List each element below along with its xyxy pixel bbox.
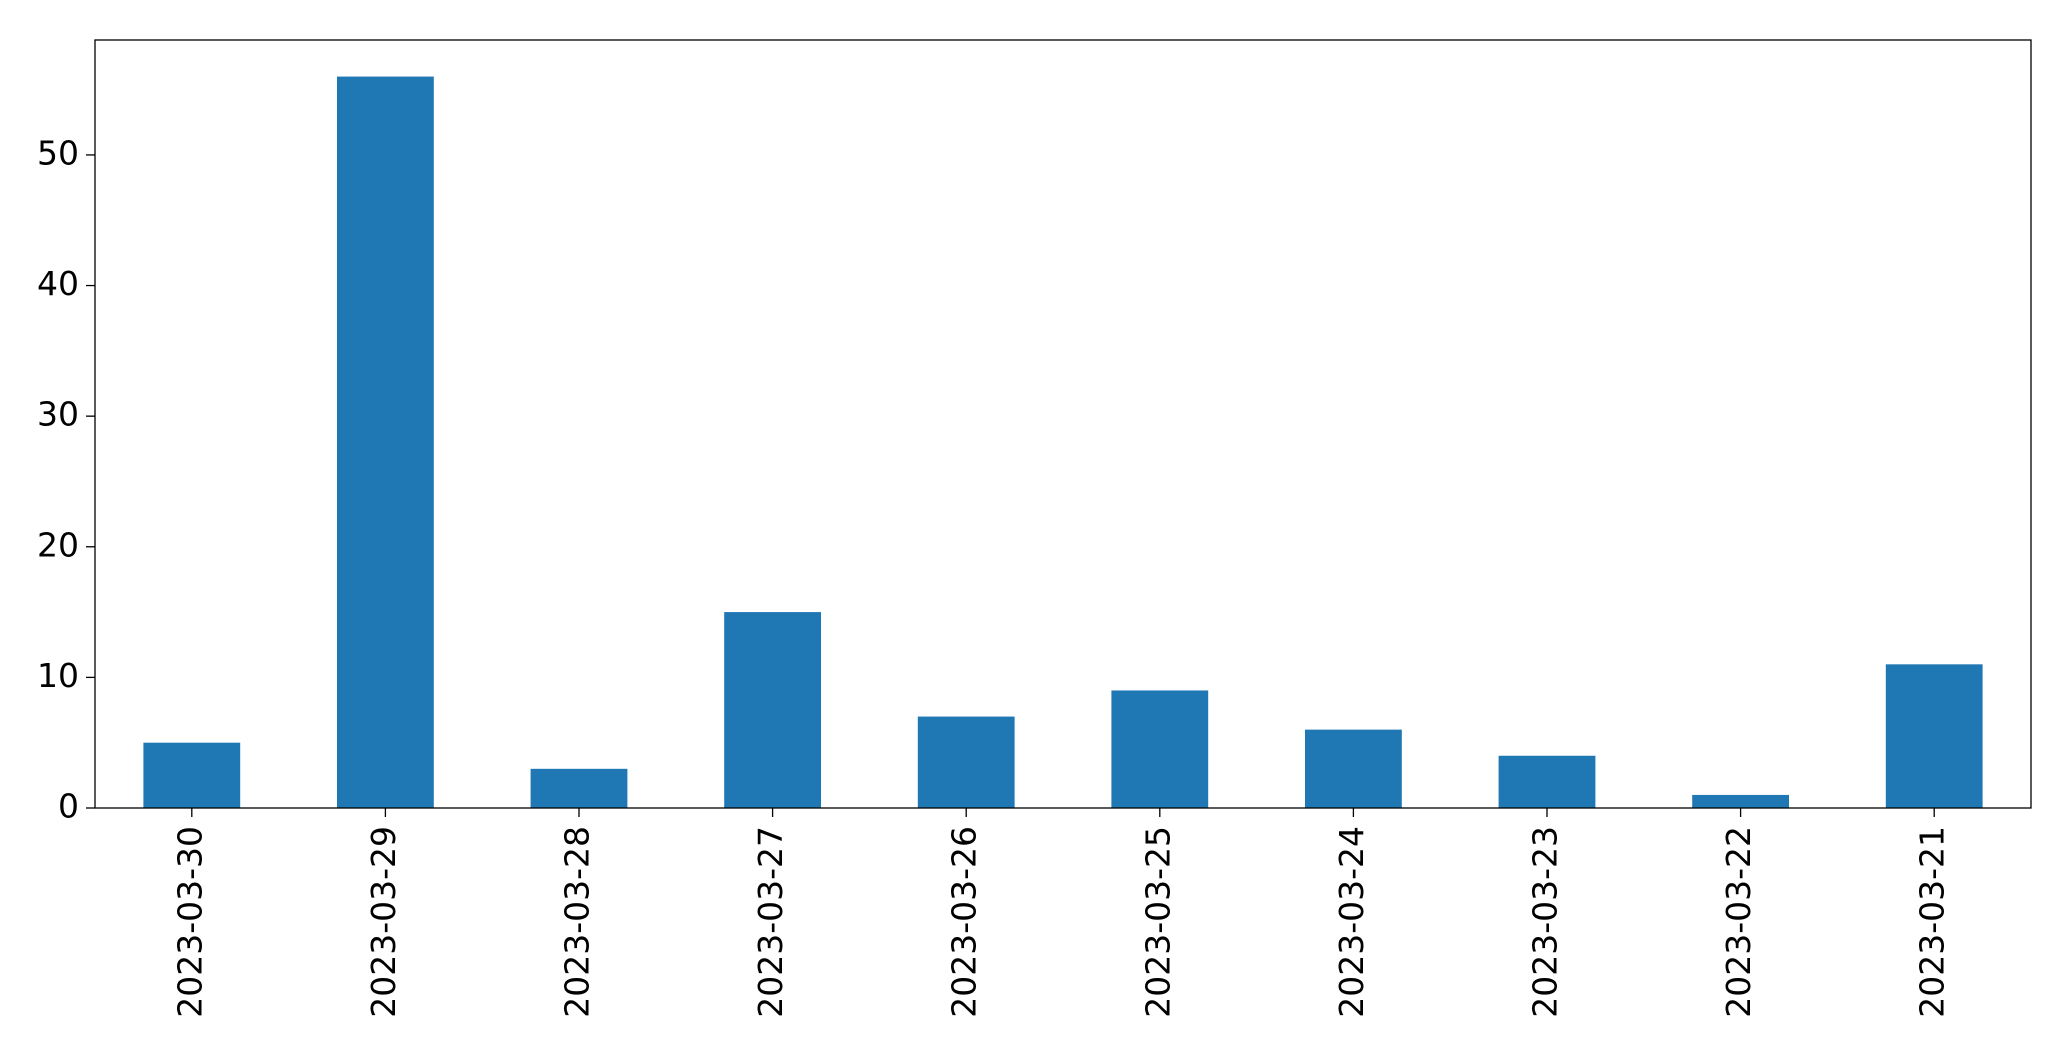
x-tick-label: 2023-03-30 [170, 826, 209, 1018]
bar [530, 768, 628, 808]
bar [337, 76, 434, 809]
x-tick-label: 2023-03-26 [945, 826, 984, 1018]
plot-frame [94, 39, 2032, 809]
bar [1305, 729, 1402, 808]
x-tick-label: 2023-03-22 [1719, 826, 1758, 1018]
x-tick-label: 2023-03-28 [558, 826, 597, 1018]
bar [1111, 690, 1209, 808]
y-tick-label: 20 [37, 525, 79, 564]
bar [917, 716, 1015, 808]
x-tick-label: 2023-03-27 [751, 826, 790, 1018]
bar [1692, 794, 1789, 808]
bar [724, 612, 821, 808]
bar [1498, 755, 1596, 808]
y-tick-label: 30 [37, 395, 79, 434]
x-tick-label: 2023-03-24 [1332, 826, 1371, 1018]
x-tick-label: 2023-03-21 [1913, 826, 1952, 1018]
bar [1885, 664, 1983, 808]
y-tick-label: 40 [37, 264, 79, 303]
x-tick-label: 2023-03-25 [1138, 826, 1177, 1018]
bar [143, 742, 241, 808]
x-tick-label: 2023-03-29 [364, 826, 403, 1018]
x-tick-label: 2023-03-23 [1526, 826, 1565, 1018]
y-tick-label: 10 [37, 656, 79, 695]
y-tick-label: 0 [58, 787, 79, 826]
y-tick-label: 50 [37, 133, 79, 172]
